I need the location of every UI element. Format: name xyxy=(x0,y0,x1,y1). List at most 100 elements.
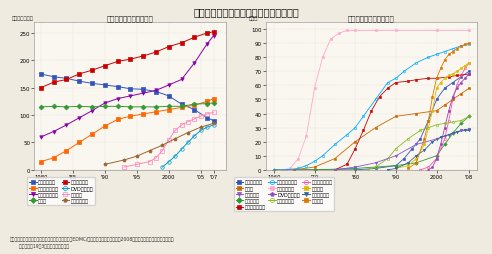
ルームエアコン xyxy=(320,155,326,158)
石油ストーブ xyxy=(89,83,95,86)
カラーテレビ xyxy=(311,87,317,90)
DVDプレーヤ xyxy=(433,157,439,161)
DVDプレーヤ xyxy=(166,161,172,164)
DVDプレーヤ xyxy=(430,166,435,169)
石油ストーブ xyxy=(191,109,197,112)
パソコン xyxy=(454,70,460,73)
Legend: 石油ストーブ, ファンヒーター, ルームエアコン, 冷蔵庫, カラーテレビ, DVDプレーヤ, パソコン, 温水は浄便座: 石油ストーブ, ファンヒーター, ルームエアコン, 冷蔵庫, カラーテレビ, D… xyxy=(27,178,95,205)
デジタルカメラ xyxy=(433,157,439,161)
ビデオカメラ xyxy=(433,124,439,127)
ファンヒーター xyxy=(433,77,439,81)
カラーテレビ xyxy=(153,51,159,54)
温水は浄便座 xyxy=(172,138,178,141)
カラーテレビ xyxy=(304,135,309,138)
カラーテレビ xyxy=(279,169,285,172)
冷蔵庫 xyxy=(127,106,133,109)
ファンヒーター xyxy=(102,125,108,128)
食器洗い機 xyxy=(393,164,399,167)
衣類乾燥機 xyxy=(442,135,448,138)
パソコン xyxy=(422,144,428,147)
ビデオカメラ xyxy=(426,126,431,130)
石油ストーブ xyxy=(51,76,57,79)
温水洗浄便座 xyxy=(372,167,378,170)
冷蔵庫 xyxy=(191,103,197,106)
衣類乾燥機 xyxy=(450,132,456,135)
Line: 衣類乾燥機: 衣類乾燥機 xyxy=(334,128,470,171)
温水洗浄便座 xyxy=(393,164,399,167)
ファンヒーター xyxy=(211,98,216,101)
ルームエアコン xyxy=(51,131,57,134)
カラーテレビ xyxy=(127,58,133,61)
ファンヒーター xyxy=(191,104,197,107)
温水洗浄便座 xyxy=(417,138,423,141)
冷蔵庫 xyxy=(51,105,57,108)
パソコン xyxy=(185,121,191,124)
カラーテレビ xyxy=(352,30,358,33)
Line: ルームエアコン: ルームエアコン xyxy=(273,44,470,171)
デジタルカメラ xyxy=(458,75,464,78)
パソコン xyxy=(458,68,464,71)
携帯電話 xyxy=(430,96,435,99)
温水洗浄便座 xyxy=(458,76,464,79)
ファンヒーター xyxy=(393,82,399,85)
カラーテレビ xyxy=(102,65,108,68)
温水器 xyxy=(352,141,358,144)
冷蔵庫 xyxy=(204,103,210,106)
冷蔵庫 xyxy=(102,105,108,108)
石油ストーブ xyxy=(153,91,159,94)
携帯電話 xyxy=(438,68,444,71)
ファンヒーター xyxy=(166,109,172,112)
衣類乾燥機 xyxy=(352,166,358,169)
カラーテレビ xyxy=(344,30,350,33)
Line: ファクシミリ: ファクシミリ xyxy=(387,130,470,171)
衣類乾燥機 xyxy=(372,162,378,165)
ビデオカメラ xyxy=(405,138,411,141)
石油ストーブ xyxy=(204,117,210,120)
カラーテレビ xyxy=(320,56,326,59)
ルームエアコン xyxy=(426,56,431,59)
冷蔵庫 xyxy=(179,105,184,108)
カラーテレビ xyxy=(433,30,439,33)
ファンヒーター xyxy=(426,77,431,81)
ファンヒーター xyxy=(127,115,133,118)
食器洗い機 xyxy=(458,122,464,125)
ファンヒーター xyxy=(466,73,472,76)
ファクシミリ xyxy=(454,131,460,134)
ルームエアコン xyxy=(115,98,121,101)
カラーテレビ xyxy=(287,167,293,170)
DVDプレーヤ xyxy=(185,141,191,145)
Line: ファンヒーター: ファンヒーター xyxy=(334,73,470,171)
パソコン xyxy=(134,163,140,166)
パソコン xyxy=(204,113,210,116)
冷蔵庫 xyxy=(89,106,95,109)
DVDプレーヤ xyxy=(450,96,456,99)
カラーテレビ xyxy=(336,33,342,36)
冷蔵庫 xyxy=(63,106,69,109)
温水は浄便座 xyxy=(198,126,204,129)
ファンヒーター xyxy=(352,148,358,151)
ファンヒーター xyxy=(179,106,184,109)
Line: パソコン: パソコン xyxy=(122,111,215,169)
温水洗浄便座 xyxy=(409,148,415,151)
ファンヒーター xyxy=(153,111,159,114)
DVDプレーヤ xyxy=(462,77,468,81)
Line: 温水器: 温水器 xyxy=(273,88,470,171)
携帯電話 xyxy=(458,45,464,48)
パソコン xyxy=(153,157,159,160)
DVDプレーヤ xyxy=(191,135,197,138)
温水洗浄便座 xyxy=(466,70,472,73)
ファクシミリ xyxy=(446,134,452,137)
Line: 温水洗浄便座: 温水洗浄便座 xyxy=(273,71,470,171)
温水洗浄便座 xyxy=(450,82,456,85)
石油ストーブ xyxy=(38,73,44,76)
ルームエアコン xyxy=(442,51,448,54)
ルームエアコン xyxy=(127,95,133,98)
ルームエアコン xyxy=(385,82,391,85)
ビデオカメラ xyxy=(450,121,456,124)
食器洗い機 xyxy=(372,166,378,169)
温水洗浄便座 xyxy=(426,120,431,123)
温水器 xyxy=(450,99,456,102)
ファンヒーター xyxy=(140,113,146,116)
ビデオカメラ xyxy=(365,169,370,172)
カラーテレビ xyxy=(166,46,172,49)
